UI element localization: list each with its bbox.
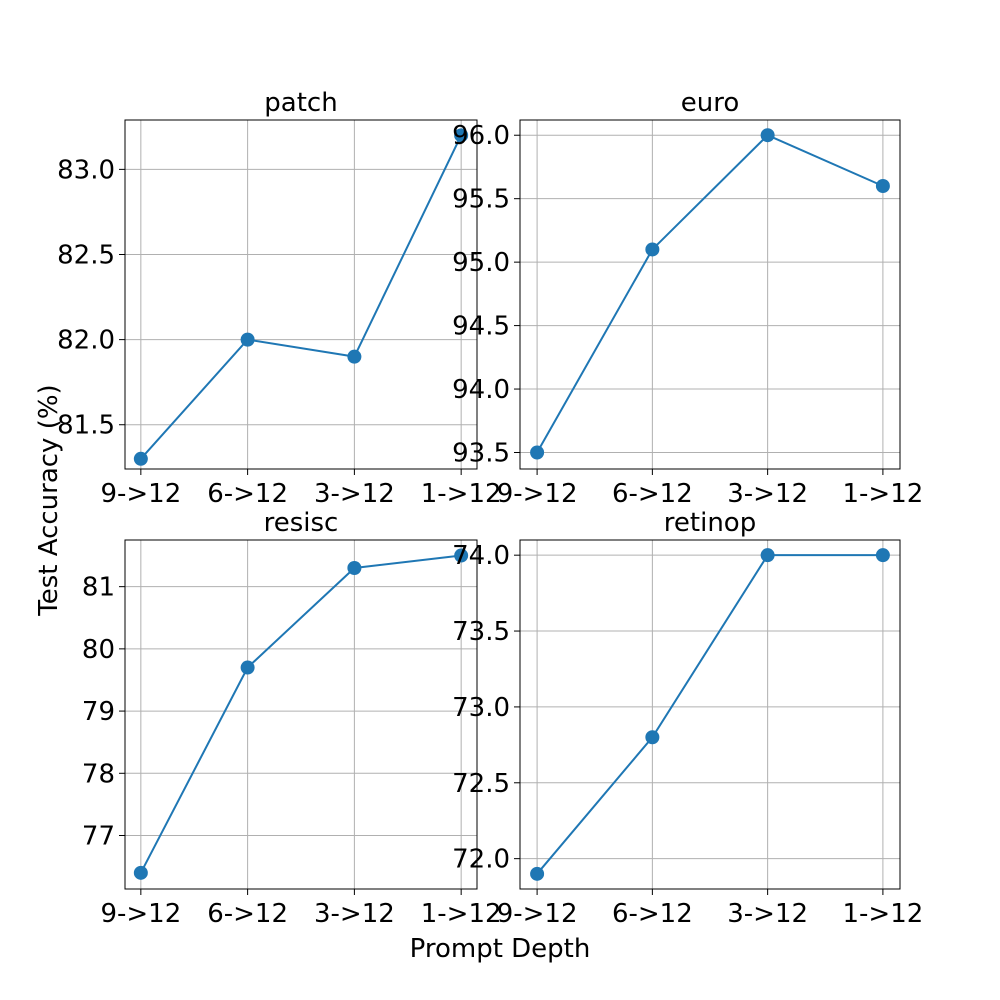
x-tick-label: 9->12 (100, 899, 181, 929)
y-tick-label: 80 (82, 635, 115, 665)
series-line-resisc (139, 554, 462, 874)
y-tick-label: 74.0 (452, 541, 510, 571)
data-point (530, 866, 545, 881)
plot-frame (124, 119, 478, 470)
y-tick-label: 81.5 (57, 411, 115, 441)
x-axis-label: Prompt Depth (410, 934, 591, 964)
y-axis-label: Test Accuracy (%) (34, 384, 64, 616)
y-tick-label: 95.5 (452, 185, 510, 215)
y-tick-label: 96.0 (452, 121, 510, 151)
subplot-grid: 9->12 6->12 3->12 1->12 81.5 82.0 82.5 83.0 patc… (57, 88, 923, 929)
data-point (133, 451, 148, 466)
y-tick-label: 93.5 (452, 439, 510, 469)
x-tick-label: 1->12 (421, 479, 502, 509)
y-tick-label: 73.0 (452, 693, 510, 723)
y-tick-label: 83.0 (57, 155, 115, 185)
x-tick-label: 3->12 (314, 899, 395, 929)
x-tick-label: 1->12 (843, 479, 924, 509)
x-tick-label: 6->12 (207, 899, 288, 929)
x-tick-label: 9->12 (100, 479, 181, 509)
subplot-euro: 9->12 6->12 3->12 1->12 93.5 94.0 94.5 95.0 95.5… (452, 88, 923, 509)
data-point (133, 865, 148, 880)
x-tick-label: 3->12 (727, 899, 808, 929)
x-tick-label: 6->12 (207, 479, 288, 509)
x-tick-label: 1->12 (843, 899, 924, 929)
x-tick-label: 3->12 (727, 479, 808, 509)
plot-frame (519, 539, 901, 890)
subplot-resisc: 9->12 6->12 3->12 1->12 77 78 79 80 81 resisc (82, 508, 502, 929)
data-point (645, 730, 660, 745)
data-point (760, 548, 775, 563)
data-point (347, 349, 362, 364)
x-tick-label: 6->12 (612, 479, 693, 509)
data-point (645, 242, 660, 257)
data-point (760, 128, 775, 143)
y-tick-label: 81 (82, 573, 115, 603)
plot-frame (124, 539, 478, 890)
series-line-retinop (536, 554, 883, 875)
subplot-patch: 9->12 6->12 3->12 1->12 81.5 82.0 82.5 83.0 patc… (57, 88, 501, 509)
y-tick-label: 82.0 (57, 326, 115, 356)
plot-frame (519, 119, 901, 470)
subplot-retinop: 9->12 6->12 3->12 1->12 72.0 72.5 73.0 73.5 74.0… (452, 508, 923, 929)
y-tick-label: 72.0 (452, 845, 510, 875)
data-point (875, 178, 890, 193)
x-tick-label: 6->12 (612, 899, 693, 929)
subplot-title: patch (264, 88, 337, 118)
y-tick-label: 78 (82, 759, 115, 789)
y-tick-label: 95.0 (452, 248, 510, 278)
subplot-title: resisc (264, 508, 339, 538)
x-tick-label: 1->12 (421, 899, 502, 929)
data-point (454, 548, 469, 563)
y-tick-label: 82.5 (57, 240, 115, 270)
subplot-title: euro (681, 88, 740, 118)
y-tick-label: 77 (82, 821, 115, 851)
x-tick-label: 9->12 (497, 479, 578, 509)
series-line-euro (536, 134, 884, 453)
data-point (240, 660, 255, 675)
data-point (875, 548, 890, 563)
data-point (530, 445, 545, 460)
data-point (240, 332, 255, 347)
x-tick-label: 3->12 (314, 479, 395, 509)
data-point (454, 128, 469, 143)
x-tick-label: 9->12 (497, 899, 578, 929)
y-tick-label: 94.5 (452, 312, 510, 342)
y-tick-label: 73.5 (452, 617, 510, 647)
y-tick-label: 94.0 (452, 375, 510, 405)
y-tick-label: 79 (82, 697, 115, 727)
data-point (347, 560, 362, 575)
y-tick-label: 72.5 (452, 769, 510, 799)
subplot-title: retinop (664, 508, 756, 538)
series-line-patch (140, 134, 463, 460)
